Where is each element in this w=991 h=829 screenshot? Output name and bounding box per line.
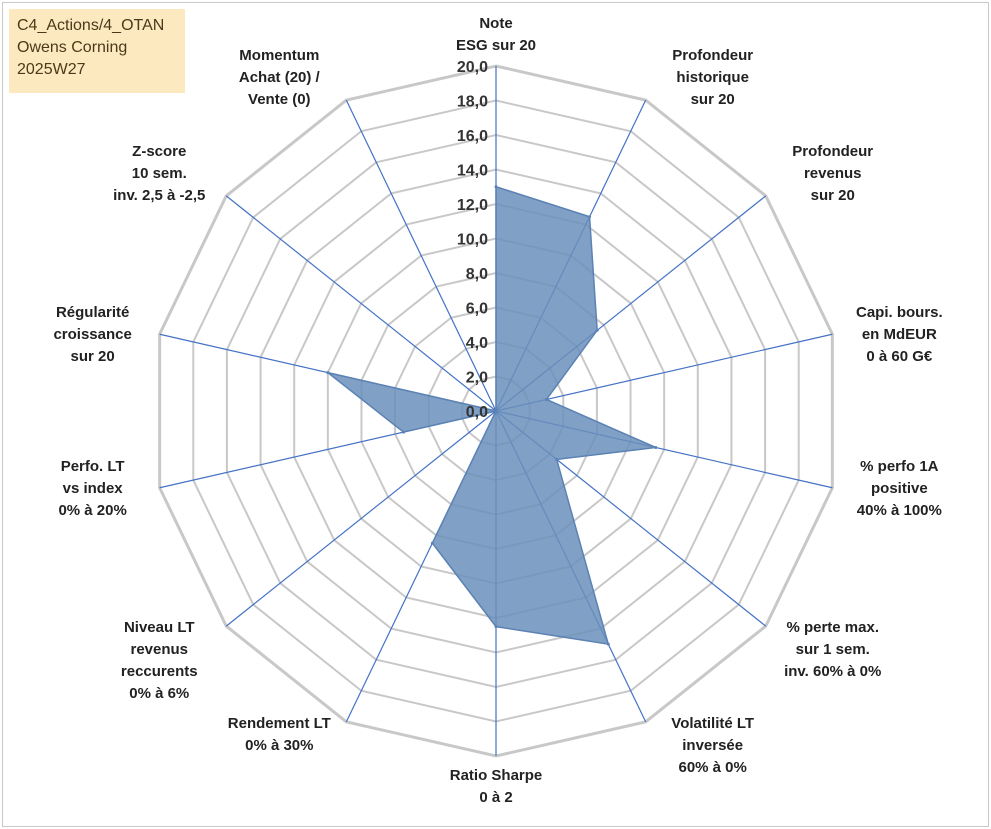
- axis-label-line: % perte max.: [786, 619, 879, 636]
- axis-label-line: revenus: [130, 641, 188, 658]
- radar-series: [326, 185, 659, 646]
- axis-label-line: positive: [871, 480, 928, 497]
- axis-label-line: en MdEUR: [862, 326, 937, 343]
- axis-label-line: 0% à 20%: [58, 502, 126, 519]
- axis-spoke: [225, 195, 497, 412]
- axis-label-line: historique: [676, 69, 749, 86]
- axis-label: % perte max. sur 1 sem. inv. 60% à 0%: [784, 619, 881, 680]
- series-point: [555, 457, 559, 461]
- axis-spoke: [495, 333, 833, 412]
- axis-label: Rendement LT 0% à 30%: [228, 715, 331, 754]
- axis-label-line: 0% à 30%: [245, 737, 313, 754]
- axis-label: Profondeur historique sur 20: [672, 47, 753, 108]
- tick-label: 6,0: [466, 301, 488, 318]
- axis-label-line: inversée: [682, 737, 743, 754]
- radar-tick-labels: 0,0 2,0 4,0 6,0 8,0 10,0 12,0 14,0 16,0 18,0 20,0: [457, 59, 488, 421]
- axis-label-line: sur 20: [71, 348, 115, 365]
- series-point: [544, 397, 548, 401]
- axis-label-line: Profondeur: [672, 47, 753, 64]
- tick-label: 20,0: [457, 59, 488, 76]
- axis-label: Profondeur revenus sur 20: [792, 143, 873, 204]
- tick-label: 18,0: [457, 94, 488, 111]
- axis-label-line: Profondeur: [792, 143, 873, 160]
- radar-axis-labels: Note ESG sur 20 Profondeur historique sur 20…: [53, 15, 942, 806]
- axis-spoke: [225, 410, 497, 627]
- tag-line-category: C4_Actions/4_OTAN: [17, 17, 165, 34]
- axis-label: Z-score 10 sem. inv. 2,5 à -2,5: [113, 143, 205, 204]
- axis-label-line: Note: [479, 15, 512, 32]
- axis-label-line: Régularité: [56, 304, 129, 321]
- axis-label-line: Capi. bours.: [856, 304, 943, 321]
- series-point: [494, 625, 498, 629]
- axis-label-line: ESG sur 20: [456, 37, 536, 54]
- axis-label-line: inv. 2,5 à -2,5: [113, 187, 205, 204]
- axis-label-line: Z-score: [132, 143, 186, 160]
- series-point: [588, 215, 592, 219]
- axis-label-line: Momentum: [239, 47, 319, 64]
- series-point: [494, 409, 498, 413]
- axis-label: % perfo 1A positive 40% à 100%: [857, 458, 942, 519]
- axis-label-line: revenus: [804, 165, 862, 182]
- axis-label: Note ESG sur 20: [456, 15, 536, 54]
- chart-tag: C4_Actions/4_OTAN Owens Corning 2025W27: [9, 9, 185, 93]
- axis-label-line: inv. 60% à 0%: [784, 663, 881, 680]
- axis-label: Momentum Achat (20) / Vente (0): [239, 47, 321, 108]
- tick-label: 16,0: [457, 128, 488, 145]
- series-point: [654, 445, 658, 449]
- axis-label-line: sur 20: [691, 91, 735, 108]
- axis-label-line: vs index: [63, 480, 124, 497]
- axis-label-line: 0 à 60 G€: [866, 348, 933, 365]
- axis-label-line: Vente (0): [248, 91, 311, 108]
- tick-label: 10,0: [457, 232, 488, 249]
- tag-line-period: 2025W27: [17, 61, 86, 78]
- series-point: [606, 642, 610, 646]
- tick-label: 12,0: [457, 197, 488, 214]
- axis-label-line: sur 1 sem.: [796, 641, 870, 658]
- axis-label-line: Achat (20) /: [239, 69, 321, 86]
- tick-label: 14,0: [457, 163, 488, 180]
- axis-label: Perfo. LT vs index 0% à 20%: [58, 458, 126, 519]
- axis-label: Volatilité LT inversée 60% à 0%: [671, 715, 754, 776]
- tag-line-company: Owens Corning: [17, 39, 128, 56]
- axis-label-line: croissance: [53, 326, 131, 343]
- series-point: [326, 371, 330, 375]
- series-point: [494, 185, 498, 189]
- axis-label: Régularité croissance sur 20: [53, 304, 131, 365]
- tick-label: 8,0: [466, 266, 488, 283]
- tick-label: 2,0: [466, 370, 488, 387]
- axis-label: Ratio Sharpe 0 à 2: [450, 767, 543, 806]
- axis-label-line: 0% à 6%: [129, 685, 189, 702]
- axis-label-line: sur 20: [811, 187, 855, 204]
- series-point: [430, 541, 434, 545]
- series-point: [402, 430, 406, 434]
- axis-label-line: 60% à 0%: [678, 759, 746, 776]
- axis-label-line: % perfo 1A: [860, 458, 939, 475]
- axis-label: Niveau LT revenus reccurents 0% à 6%: [121, 619, 198, 702]
- series-area: [327, 185, 659, 646]
- axis-label-line: Niveau LT: [124, 619, 195, 636]
- axis-label-line: Ratio Sharpe: [450, 767, 543, 784]
- axis-spoke: [345, 99, 497, 412]
- axis-label-line: 40% à 100%: [857, 502, 942, 519]
- axis-label-line: reccurents: [121, 663, 198, 680]
- axis-label: Capi. bours. en MdEUR 0 à 60 G€: [856, 304, 943, 365]
- axis-label-line: 0 à 2: [479, 789, 512, 806]
- tick-label: 0,0: [466, 404, 488, 421]
- axis-label-line: 10 sem.: [132, 165, 187, 182]
- axis-label-line: Volatilité LT: [671, 715, 754, 732]
- axis-label-line: Perfo. LT: [61, 458, 125, 475]
- axis-label-line: Rendement LT: [228, 715, 331, 732]
- series-point: [595, 328, 599, 332]
- tick-label: 4,0: [466, 335, 488, 352]
